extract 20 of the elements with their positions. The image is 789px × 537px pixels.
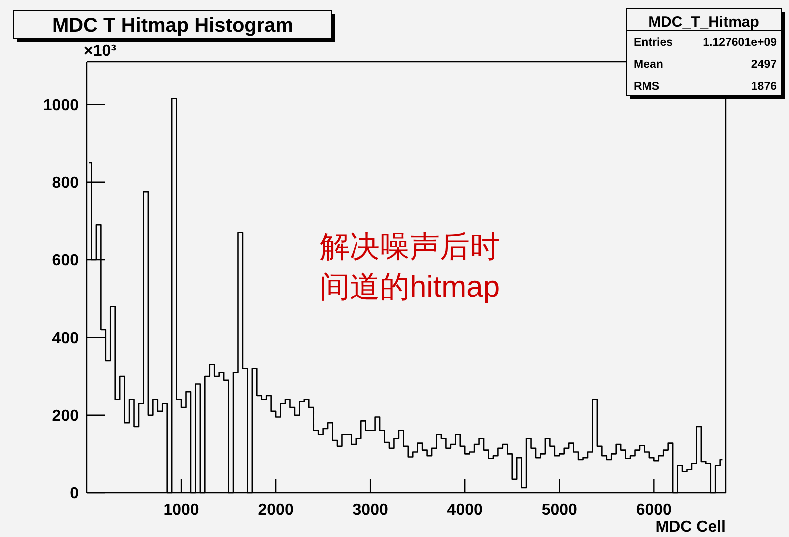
x-tick-label: 1000 [164,502,200,519]
x-tick-label: 4000 [447,502,484,519]
y-tick-label: 400 [52,330,80,348]
y-tick-label: 0 [70,486,80,503]
chart-title: MDC T Hitmap Histogram [52,15,294,37]
text: RMS 1876 [634,81,777,93]
y-tick-label: 1000 [43,97,80,114]
text: Mean 2497 [634,59,777,71]
y-tick-label: 200 [52,408,80,425]
x-tick-label: 5000 [542,502,578,519]
x-tick-label: 3000 [352,502,388,519]
text: Entries 1.127601e+09 [634,37,777,49]
x-tick-label: 6000 [636,502,672,519]
y-axis-title: ×10³ [84,43,116,60]
text: MDC_T_Hitmap [648,14,760,31]
x-axis-title: MDC Cell [656,519,726,536]
x-tick-label: 2000 [258,502,294,519]
annotation: 解决噪声后时间道的hitmap [320,231,500,304]
y-tick-label: 800 [52,174,80,192]
y-tick-label: 600 [52,252,80,270]
